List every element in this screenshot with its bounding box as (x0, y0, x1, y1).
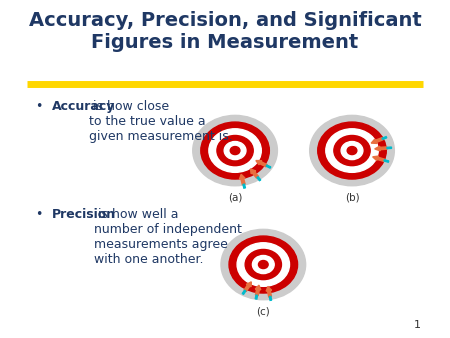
Circle shape (230, 147, 240, 154)
Circle shape (310, 115, 394, 186)
Circle shape (252, 256, 274, 273)
FancyArrow shape (256, 161, 267, 167)
FancyArrow shape (257, 177, 261, 181)
Circle shape (193, 115, 277, 186)
Circle shape (221, 230, 306, 300)
Text: (b): (b) (345, 192, 360, 202)
FancyArrow shape (384, 160, 389, 162)
Text: •: • (36, 100, 43, 113)
Circle shape (201, 122, 270, 179)
Circle shape (258, 261, 268, 269)
Text: (c): (c) (256, 307, 270, 316)
Text: Accuracy: Accuracy (52, 100, 115, 113)
FancyArrow shape (242, 290, 246, 294)
Circle shape (217, 136, 253, 166)
Circle shape (334, 136, 370, 166)
Text: is how close
to the true value a
given measurement is.: is how close to the true value a given m… (89, 100, 233, 143)
FancyArrow shape (373, 156, 385, 162)
FancyArrow shape (266, 165, 271, 168)
FancyArrow shape (251, 169, 259, 178)
FancyArrow shape (255, 285, 261, 295)
Circle shape (341, 142, 363, 160)
FancyArrow shape (269, 296, 272, 300)
Text: (a): (a) (228, 192, 242, 202)
Text: 1: 1 (414, 320, 421, 330)
FancyArrow shape (382, 137, 387, 139)
Text: is how well a
number of independent
measurements agree
with one another.: is how well a number of independent meas… (94, 208, 242, 266)
FancyArrow shape (255, 295, 257, 299)
Text: Accuracy, Precision, and Significant
Figures in Measurement: Accuracy, Precision, and Significant Fig… (29, 11, 421, 52)
FancyArrow shape (375, 146, 387, 151)
FancyArrow shape (244, 282, 251, 291)
Circle shape (224, 142, 246, 160)
Text: Precision: Precision (52, 208, 116, 221)
FancyArrow shape (371, 138, 383, 143)
Circle shape (245, 249, 281, 280)
Circle shape (347, 147, 357, 154)
Circle shape (326, 129, 378, 172)
Circle shape (229, 236, 297, 293)
FancyArrow shape (239, 174, 245, 185)
Circle shape (318, 122, 386, 179)
Circle shape (237, 243, 289, 286)
Text: •: • (36, 208, 43, 221)
FancyArrow shape (387, 147, 392, 149)
Circle shape (209, 129, 261, 172)
FancyArrow shape (266, 287, 272, 297)
FancyArrow shape (243, 184, 245, 188)
